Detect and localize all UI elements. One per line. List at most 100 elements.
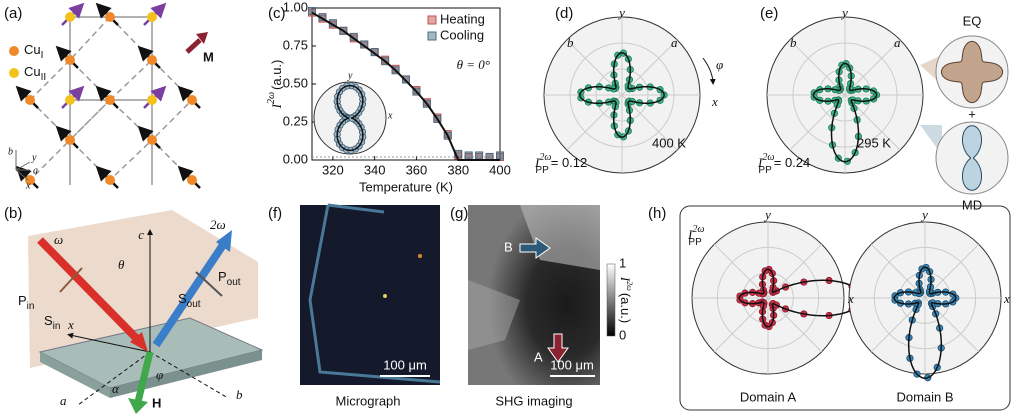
colorbar-max: 1 (619, 255, 626, 270)
h-head (128, 398, 148, 414)
y-tick-label: 0.50 (283, 75, 308, 90)
md-label: MD (962, 197, 982, 212)
marker-b: B (504, 239, 513, 254)
axis-label: b (790, 35, 797, 50)
omega-label: ω (54, 232, 63, 247)
axis-label: y (763, 207, 771, 222)
x-axis-label: Temperature (K) (359, 179, 453, 194)
cu1-symbol (9, 46, 19, 56)
axis-label: b (567, 35, 574, 50)
x-tick-label: 380 (447, 162, 469, 177)
cu-site (147, 12, 157, 22)
figure: (a) CuI CuII M b y a x (c) 0.000.250.500… (0, 0, 1016, 416)
marker-a: A (534, 349, 543, 364)
b-label: b (236, 387, 243, 402)
axis-label: a (894, 35, 901, 50)
cu-site (147, 55, 157, 65)
legend-swatch (428, 16, 436, 24)
x-tick-label: 360 (406, 162, 428, 177)
y-label-sup: 2ω (266, 92, 277, 104)
caption: SHG imaging (495, 393, 572, 408)
x-tick-label: 400 (489, 162, 511, 177)
panel-label: (e) (760, 5, 778, 22)
two-omega-label: 2ω (210, 217, 226, 232)
axis-label: y (840, 5, 848, 20)
cu-site (187, 95, 197, 105)
plus: + (968, 106, 976, 121)
inset-x-label: x (387, 110, 393, 121)
axis-label: a (33, 165, 38, 176)
colorbar-label: I2ω(a.u.) (618, 276, 635, 323)
legend-swatch (428, 32, 436, 40)
axis-label: y (31, 152, 37, 163)
phi-arrow (703, 58, 713, 82)
phi-label: φ (716, 57, 723, 72)
y-tick-label: 1.00 (283, 0, 308, 14)
colorbar-min: 0 (619, 327, 626, 342)
polar-plot (692, 222, 865, 374)
m-arrow (187, 40, 200, 52)
inset: yx (314, 70, 393, 154)
intensity-label: I2ωPP= 0.12 (534, 152, 587, 175)
cu2-symbol (9, 68, 19, 78)
axis-label: x (711, 94, 718, 109)
y-axis-label: I2ω(a.u.) (266, 60, 284, 110)
axis-label: y (617, 5, 625, 20)
eq-label: EQ (963, 13, 982, 28)
data-point (497, 152, 504, 159)
y-tick-label: 0.25 (283, 113, 308, 128)
polar-plot (849, 222, 1001, 381)
c-label: c (138, 227, 144, 242)
x-label: x (67, 317, 74, 332)
panel-a: (a) CuI CuII M b y a x (4, 5, 214, 191)
cu-site (147, 95, 157, 105)
axis-label: b (8, 146, 13, 157)
cu-site (147, 135, 157, 145)
y-tick-label: 0.75 (283, 37, 308, 52)
cu-site (65, 12, 75, 22)
axis-label: y (920, 207, 928, 222)
cu-site (65, 55, 75, 65)
cu1-label: CuI (24, 42, 43, 60)
cu-site (65, 135, 75, 145)
intensity-label: I2ωPP= 0.24 (757, 152, 810, 175)
panel-label: (h) (648, 205, 666, 222)
scale-label: 100 μm (550, 357, 594, 372)
cu-site (105, 175, 115, 185)
legend-label: Cooling (440, 27, 484, 42)
cu-site (65, 95, 75, 105)
panel-label: (f) (268, 205, 282, 222)
panel-b: (b) ω 2ω c θ Pin Sin Sout Pout x φ α a b… (4, 205, 262, 414)
panel-label: (b) (4, 205, 22, 222)
y-label-unit: (a.u.) (269, 60, 284, 90)
temperature: 400 K (652, 135, 686, 150)
speck (383, 294, 387, 298)
panel-label: (a) (4, 5, 22, 22)
cu-site (105, 95, 115, 105)
page: (a) CuI CuII M b y a x (c) 0.000.250.500… (0, 0, 1016, 416)
caption: Domain B (896, 389, 953, 404)
cu-site (25, 95, 35, 105)
m-label: M (203, 49, 214, 64)
cu-site (105, 12, 115, 22)
phi-label: φ (156, 367, 163, 382)
axis-label: x (25, 180, 31, 191)
temperature: 295 K (857, 135, 891, 150)
h-label: H (152, 395, 161, 410)
theta-label: θ (118, 257, 125, 272)
axis-label: a (671, 35, 678, 50)
annotation: θ = 0° (457, 57, 490, 72)
a-label: a (60, 393, 67, 408)
scale-label: 100 μm (383, 357, 427, 372)
panel-label: (g) (450, 205, 468, 222)
inset-y-label: y (347, 70, 353, 81)
caption: Domain A (740, 389, 797, 404)
panel-h: (h) I2ωPP y x y x Domain A Domain B (648, 205, 1010, 410)
panel-f: (f) 100 μm Micrograph (268, 205, 440, 408)
x-tick-label: 320 (322, 162, 344, 177)
cu-site (187, 175, 197, 185)
